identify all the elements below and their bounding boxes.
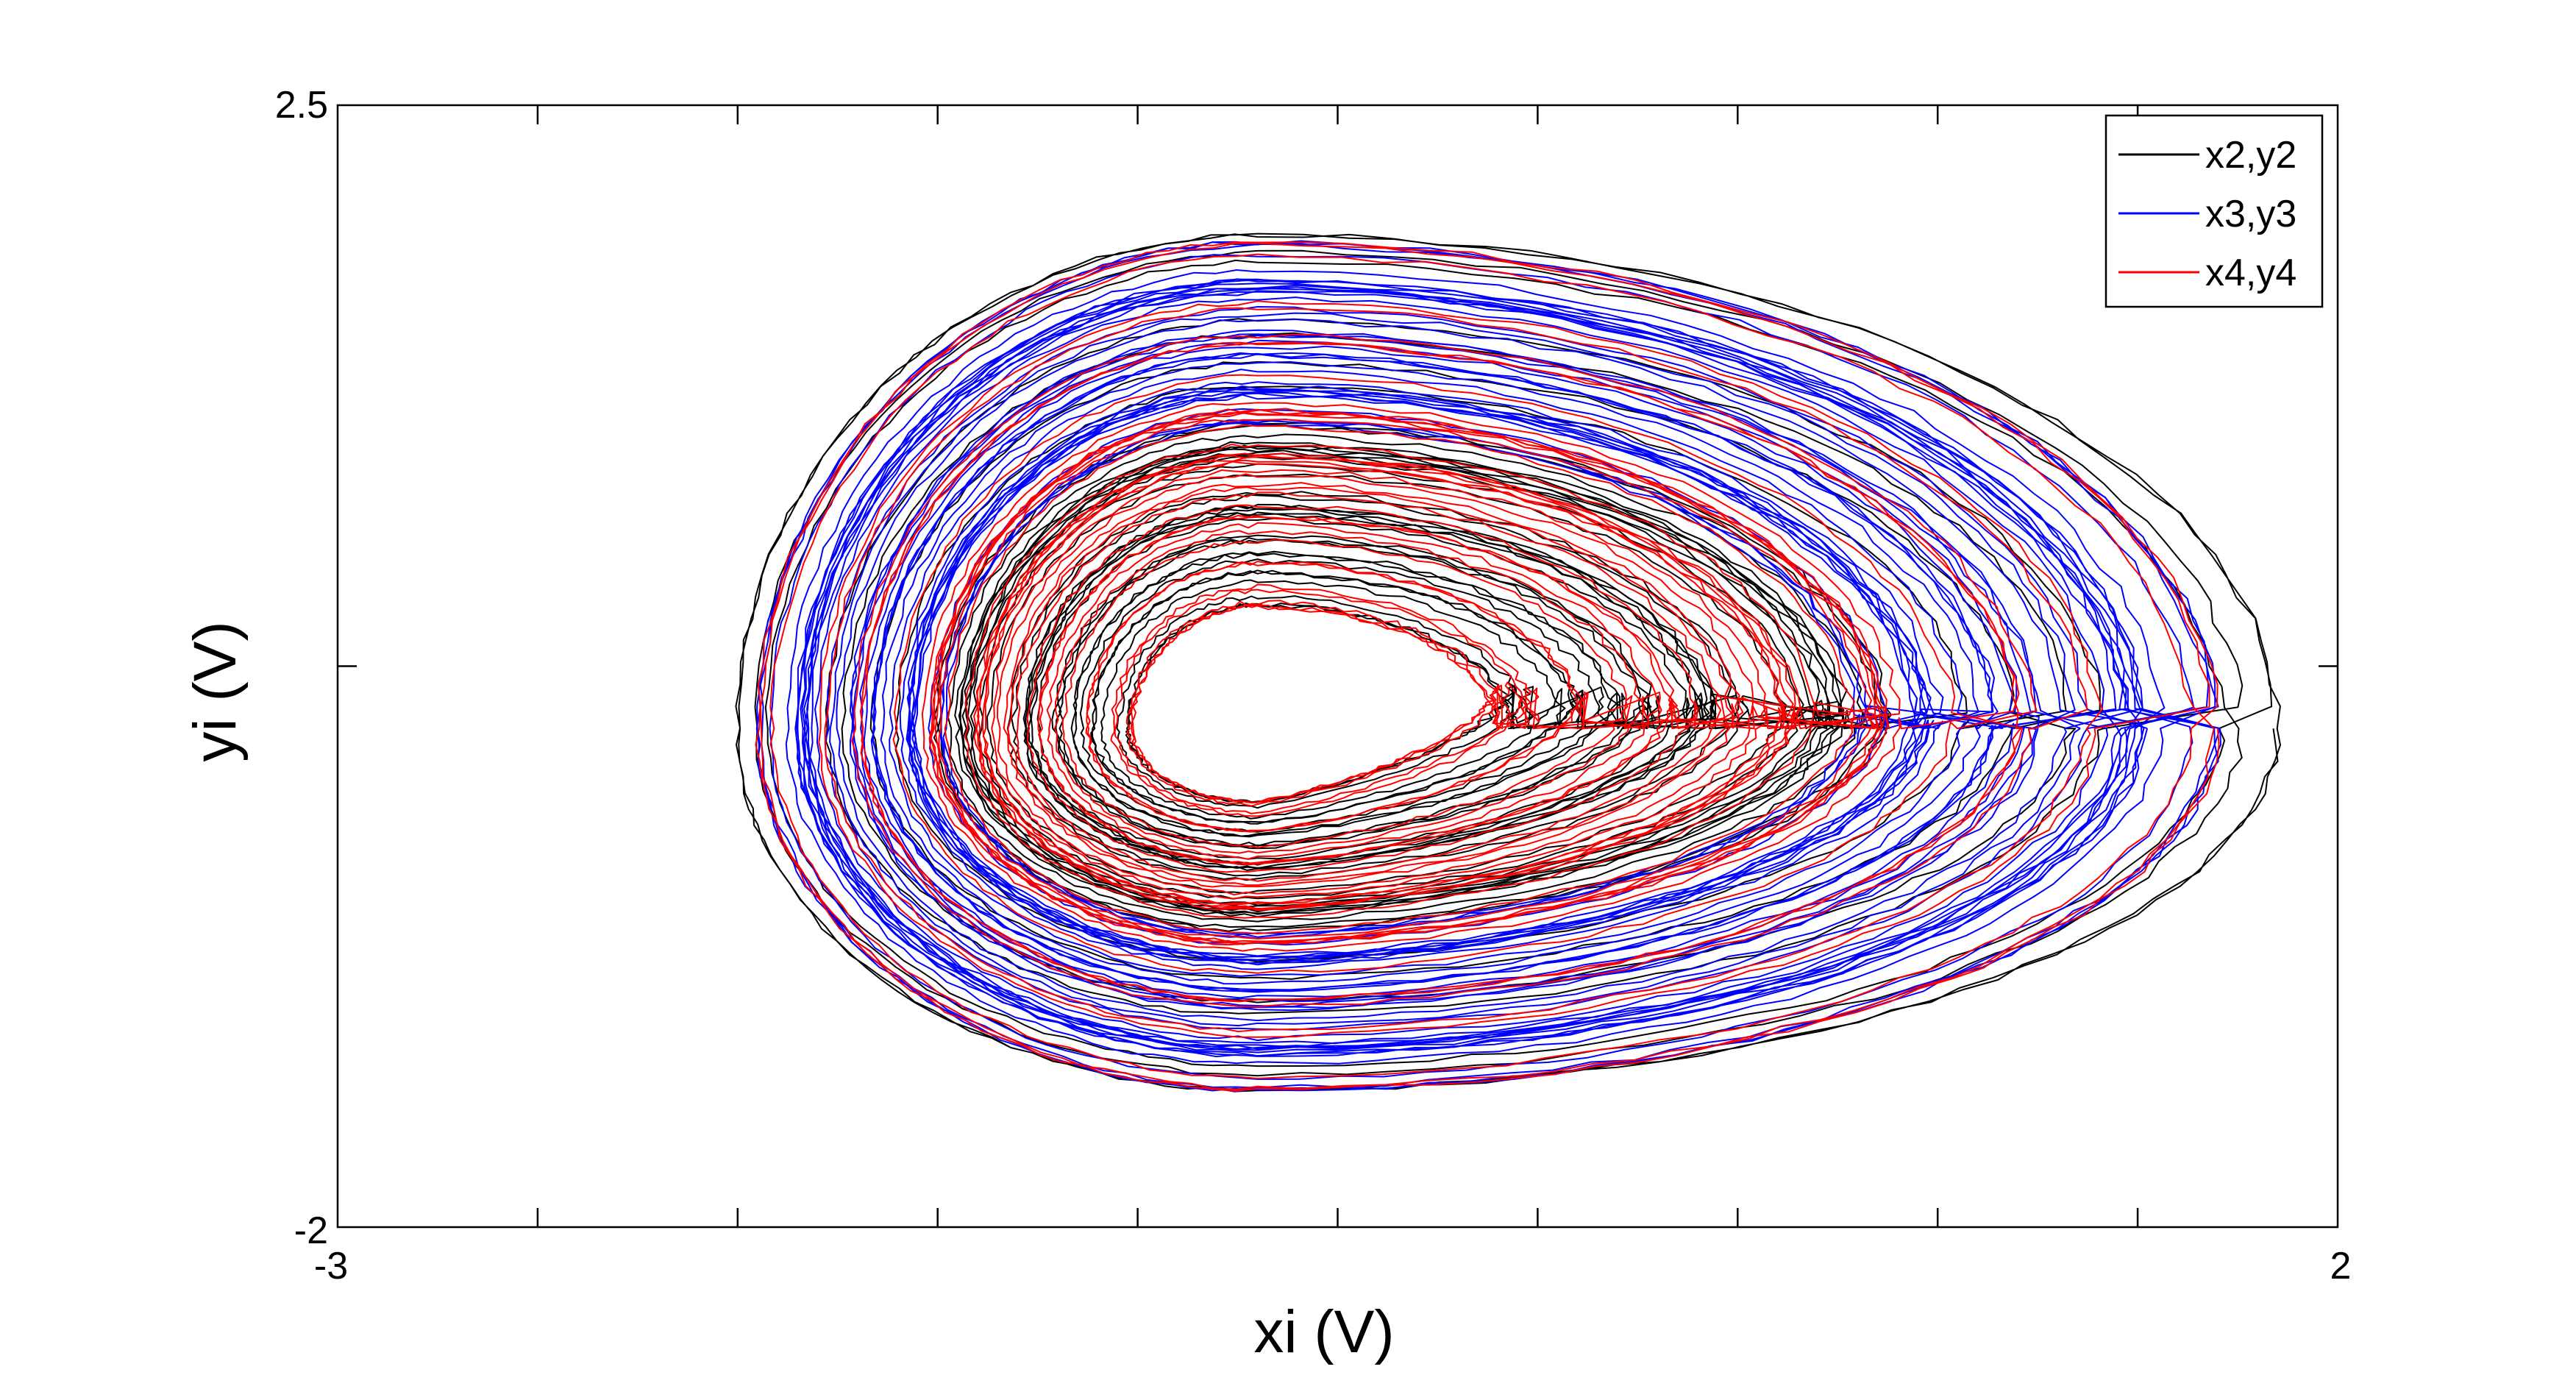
x-tick-label-min: -3: [314, 1245, 348, 1287]
series-x3-y3-trajectory: [756, 241, 2221, 1092]
axes: -3 2 2.5 -2 xi (V) yi (V): [182, 84, 2351, 1365]
y-axis-label: yi (V): [182, 621, 249, 761]
series-x4-y4-trajectory: [930, 412, 1883, 945]
series-x3-y3-trajectory: [899, 381, 1944, 970]
series-x4-y4-trajectory: [755, 241, 2220, 1092]
series-x2-y2-trajectory: [735, 232, 2281, 1092]
series-x2-y2-trajectory: [1051, 534, 1661, 850]
series-x4-y4-trajectory: [1007, 486, 1736, 887]
series-x4-y4-trajectory: [1053, 530, 1649, 854]
y-tick-label-min: -2: [294, 1209, 328, 1252]
series-x2-y2-trajectory: [947, 433, 1865, 923]
series-x3-y3-trajectory: [849, 329, 2081, 1012]
legend: x2,y2 x3,y3 x4,y4: [2104, 114, 2324, 308]
legend-label-x2-y2: x2,y2: [2205, 134, 2296, 177]
legend-label-x3-y3: x3,y3: [2205, 193, 2296, 235]
x-tick-label-max: 2: [2330, 1245, 2352, 1287]
x-axis-label: xi (V): [1253, 1298, 1394, 1365]
series-x2-y2-trajectory: [937, 424, 1886, 928]
series-x4-y4-trajectory: [928, 408, 1890, 946]
legend-label-x4-y4: x4,y4: [2205, 252, 2296, 294]
series-x3-y3-trajectory: [829, 312, 2081, 1027]
legend-box: [2104, 114, 2324, 308]
trajectory-layer: [735, 232, 2281, 1092]
series-x3-y3-trajectory: [803, 286, 2129, 1051]
tick-marks: [338, 105, 2338, 1227]
series-x4-y4-trajectory: [851, 333, 2038, 1008]
y-tick-label-max: 2.5: [275, 84, 328, 127]
